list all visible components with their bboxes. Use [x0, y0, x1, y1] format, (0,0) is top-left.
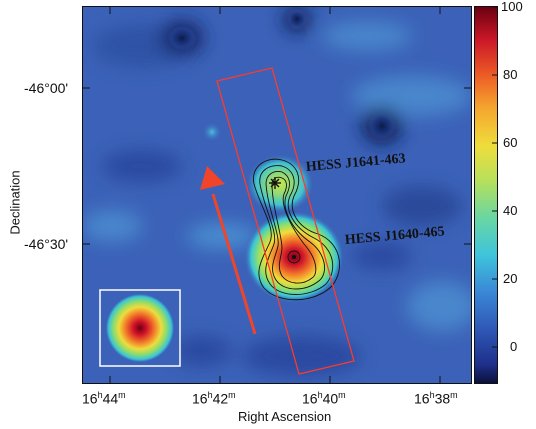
region-box — [216, 67, 355, 375]
x-tick-label: 16h38m — [414, 390, 458, 407]
y-tick-label: -46°00' — [24, 80, 69, 96]
contours — [252, 158, 340, 301]
x-tick-label: 16h42m — [192, 390, 236, 407]
colorbar-tick: 0 — [510, 339, 518, 354]
y-tick-label: -46°30' — [24, 236, 69, 252]
colorbar — [474, 6, 498, 384]
source-marker-j1641 — [269, 177, 281, 189]
colorbar-tick: 60 — [503, 135, 518, 150]
source-marker-j1640 — [292, 255, 296, 259]
colorbar-tick: 40 — [503, 203, 518, 218]
colorbar-tick: 100 — [501, 0, 523, 14]
direction-arrow-icon — [200, 166, 257, 335]
x-axis-title: Right Ascension — [238, 409, 332, 424]
colorbar-tick: 80 — [503, 67, 518, 82]
psf-inset — [99, 289, 181, 367]
y-axis-title: Declination — [7, 170, 23, 235]
colorbar-tick: 20 — [503, 271, 518, 286]
x-tick-label: 16h40m — [302, 390, 346, 407]
x-tick-label: 16h44m — [82, 390, 126, 407]
sky-map — [82, 6, 472, 384]
source-glow-small — [246, 154, 314, 214]
axis-ticks — [82, 6, 472, 384]
